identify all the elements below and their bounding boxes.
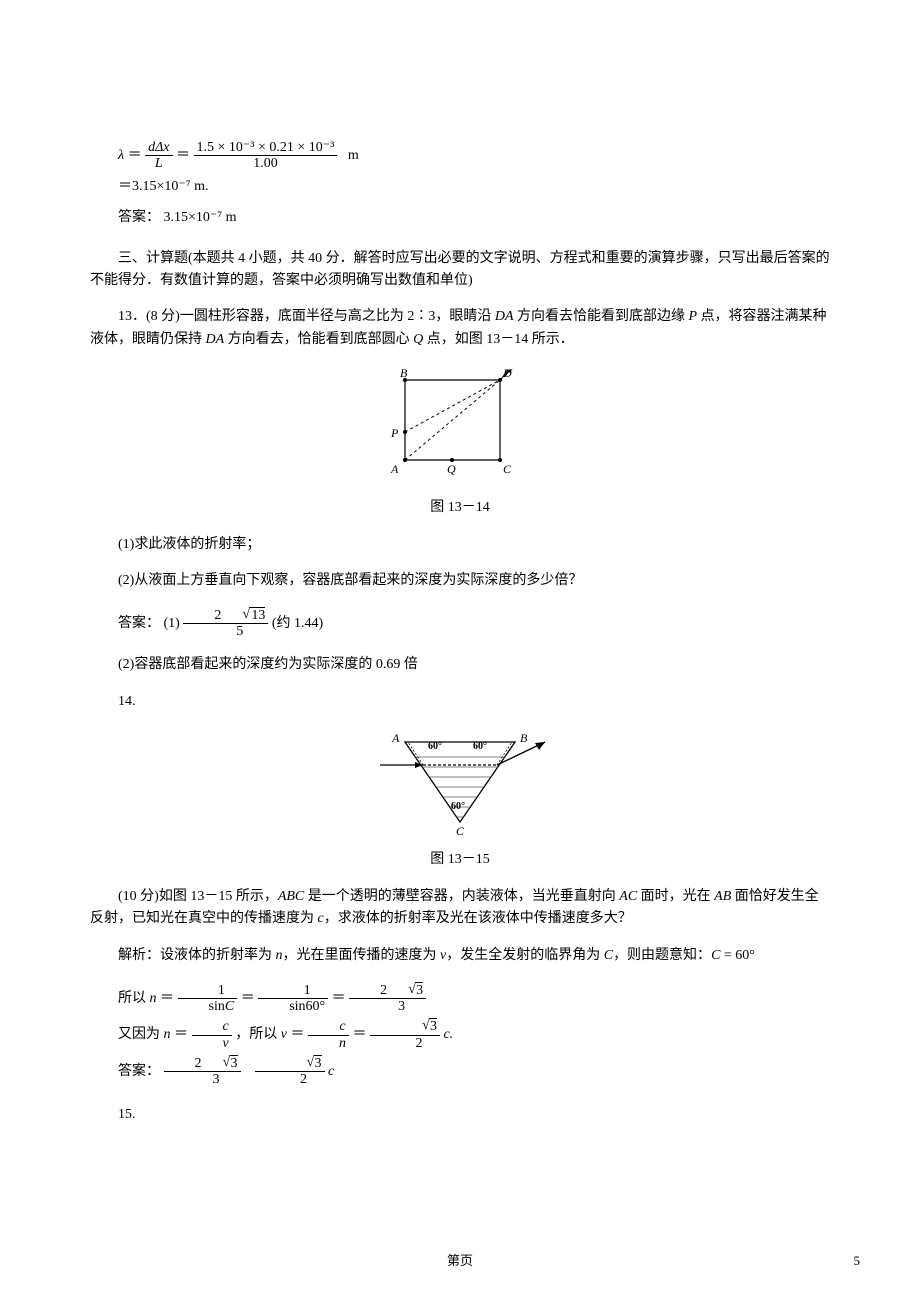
- page-number: 5: [854, 1251, 861, 1272]
- lambda-result: ＝3.15×10⁻⁷ m.: [118, 179, 209, 194]
- unit-m: m: [348, 148, 359, 163]
- svg-text:60°: 60°: [451, 801, 465, 812]
- label-C: C: [503, 462, 512, 476]
- svg-text:60°: 60°: [473, 741, 487, 752]
- label-Q: Q: [447, 462, 456, 476]
- fig-13-14-caption: 图 13－14: [90, 497, 830, 519]
- svg-text:C: C: [456, 824, 465, 837]
- q14-eq-n: 所以 n ＝ 1 sinC ＝ 1 sin60° ＝ 23√ 3: [90, 981, 830, 1017]
- figure-13-14: B D P A Q C 图 13－14: [90, 365, 830, 520]
- q13-sub1: (1)求此液体的折射率；: [90, 534, 830, 556]
- formula-lambda: λ ＝ dΔx L ＝ 1.5 × 10⁻³ × 0.21 × 10⁻³ 1.0…: [118, 140, 830, 234]
- label-P: P: [390, 426, 399, 440]
- lambda-lhs: λ: [118, 148, 124, 163]
- q14-answer: 答案： 23√ 3 3√ 2 c: [90, 1054, 830, 1090]
- svg-text:60°: 60°: [428, 741, 442, 752]
- q14-header: 14.: [90, 691, 830, 713]
- q13-answer: 答案： (1) 213√ 5 (约 1.44): [90, 607, 830, 641]
- fig-13-15-caption: 图 13－15: [90, 849, 830, 871]
- footer-label: 第页: [447, 1253, 473, 1268]
- frac-numeric: 1.5 × 10⁻³ × 0.21 × 10⁻³ 1.00: [194, 140, 338, 172]
- q13-answer2: (2)容器底部看起来的深度约为实际深度的 0.69 倍: [90, 654, 830, 676]
- section-3-heading: 三、计算题(本题共 4 小题，共 40 分．解答时应写出必要的文字说明、方程式和…: [90, 248, 830, 293]
- answer-value: 3.15×10⁻⁷ m: [164, 210, 237, 225]
- q13-svg: B D P A Q C: [385, 365, 535, 485]
- q15-header: 15.: [90, 1104, 830, 1126]
- svg-text:B: B: [520, 731, 528, 745]
- answer-label: 答案：: [118, 210, 160, 225]
- frac-dDx-L: dΔx L: [145, 140, 172, 172]
- label-D: D: [502, 366, 512, 380]
- page-footer: 第页 5: [0, 1251, 920, 1272]
- q14-svg: 60° 60° 60° A B C: [360, 727, 560, 837]
- q14-solution-header: 解析：设液体的折射率为 n，光在里面传播的速度为 v，发生全发射的临界角为 C，…: [90, 945, 830, 967]
- q14-eq-v: 又因为 n ＝ c v ，所以 v ＝ c n ＝ 3√ 2 c.: [90, 1017, 830, 1053]
- figure-13-15: 60° 60° 60° A B C 图 13－15: [90, 727, 830, 872]
- q14-body: (10 分)如图 13－15 所示，ABC 是一个透明的薄壁容器，内装液体，当光…: [90, 886, 830, 931]
- label-B: B: [400, 366, 408, 380]
- svg-text:A: A: [391, 731, 400, 745]
- q13-prompt: 13．(8 分)一圆柱形容器，底面半径与高之比为 2∶3，眼睛沿 DA 方向看去…: [90, 306, 830, 351]
- label-A: A: [390, 462, 399, 476]
- q13-sub2: (2)从液面上方垂直向下观察，容器底部看起来的深度为实际深度的多少倍？: [90, 570, 830, 592]
